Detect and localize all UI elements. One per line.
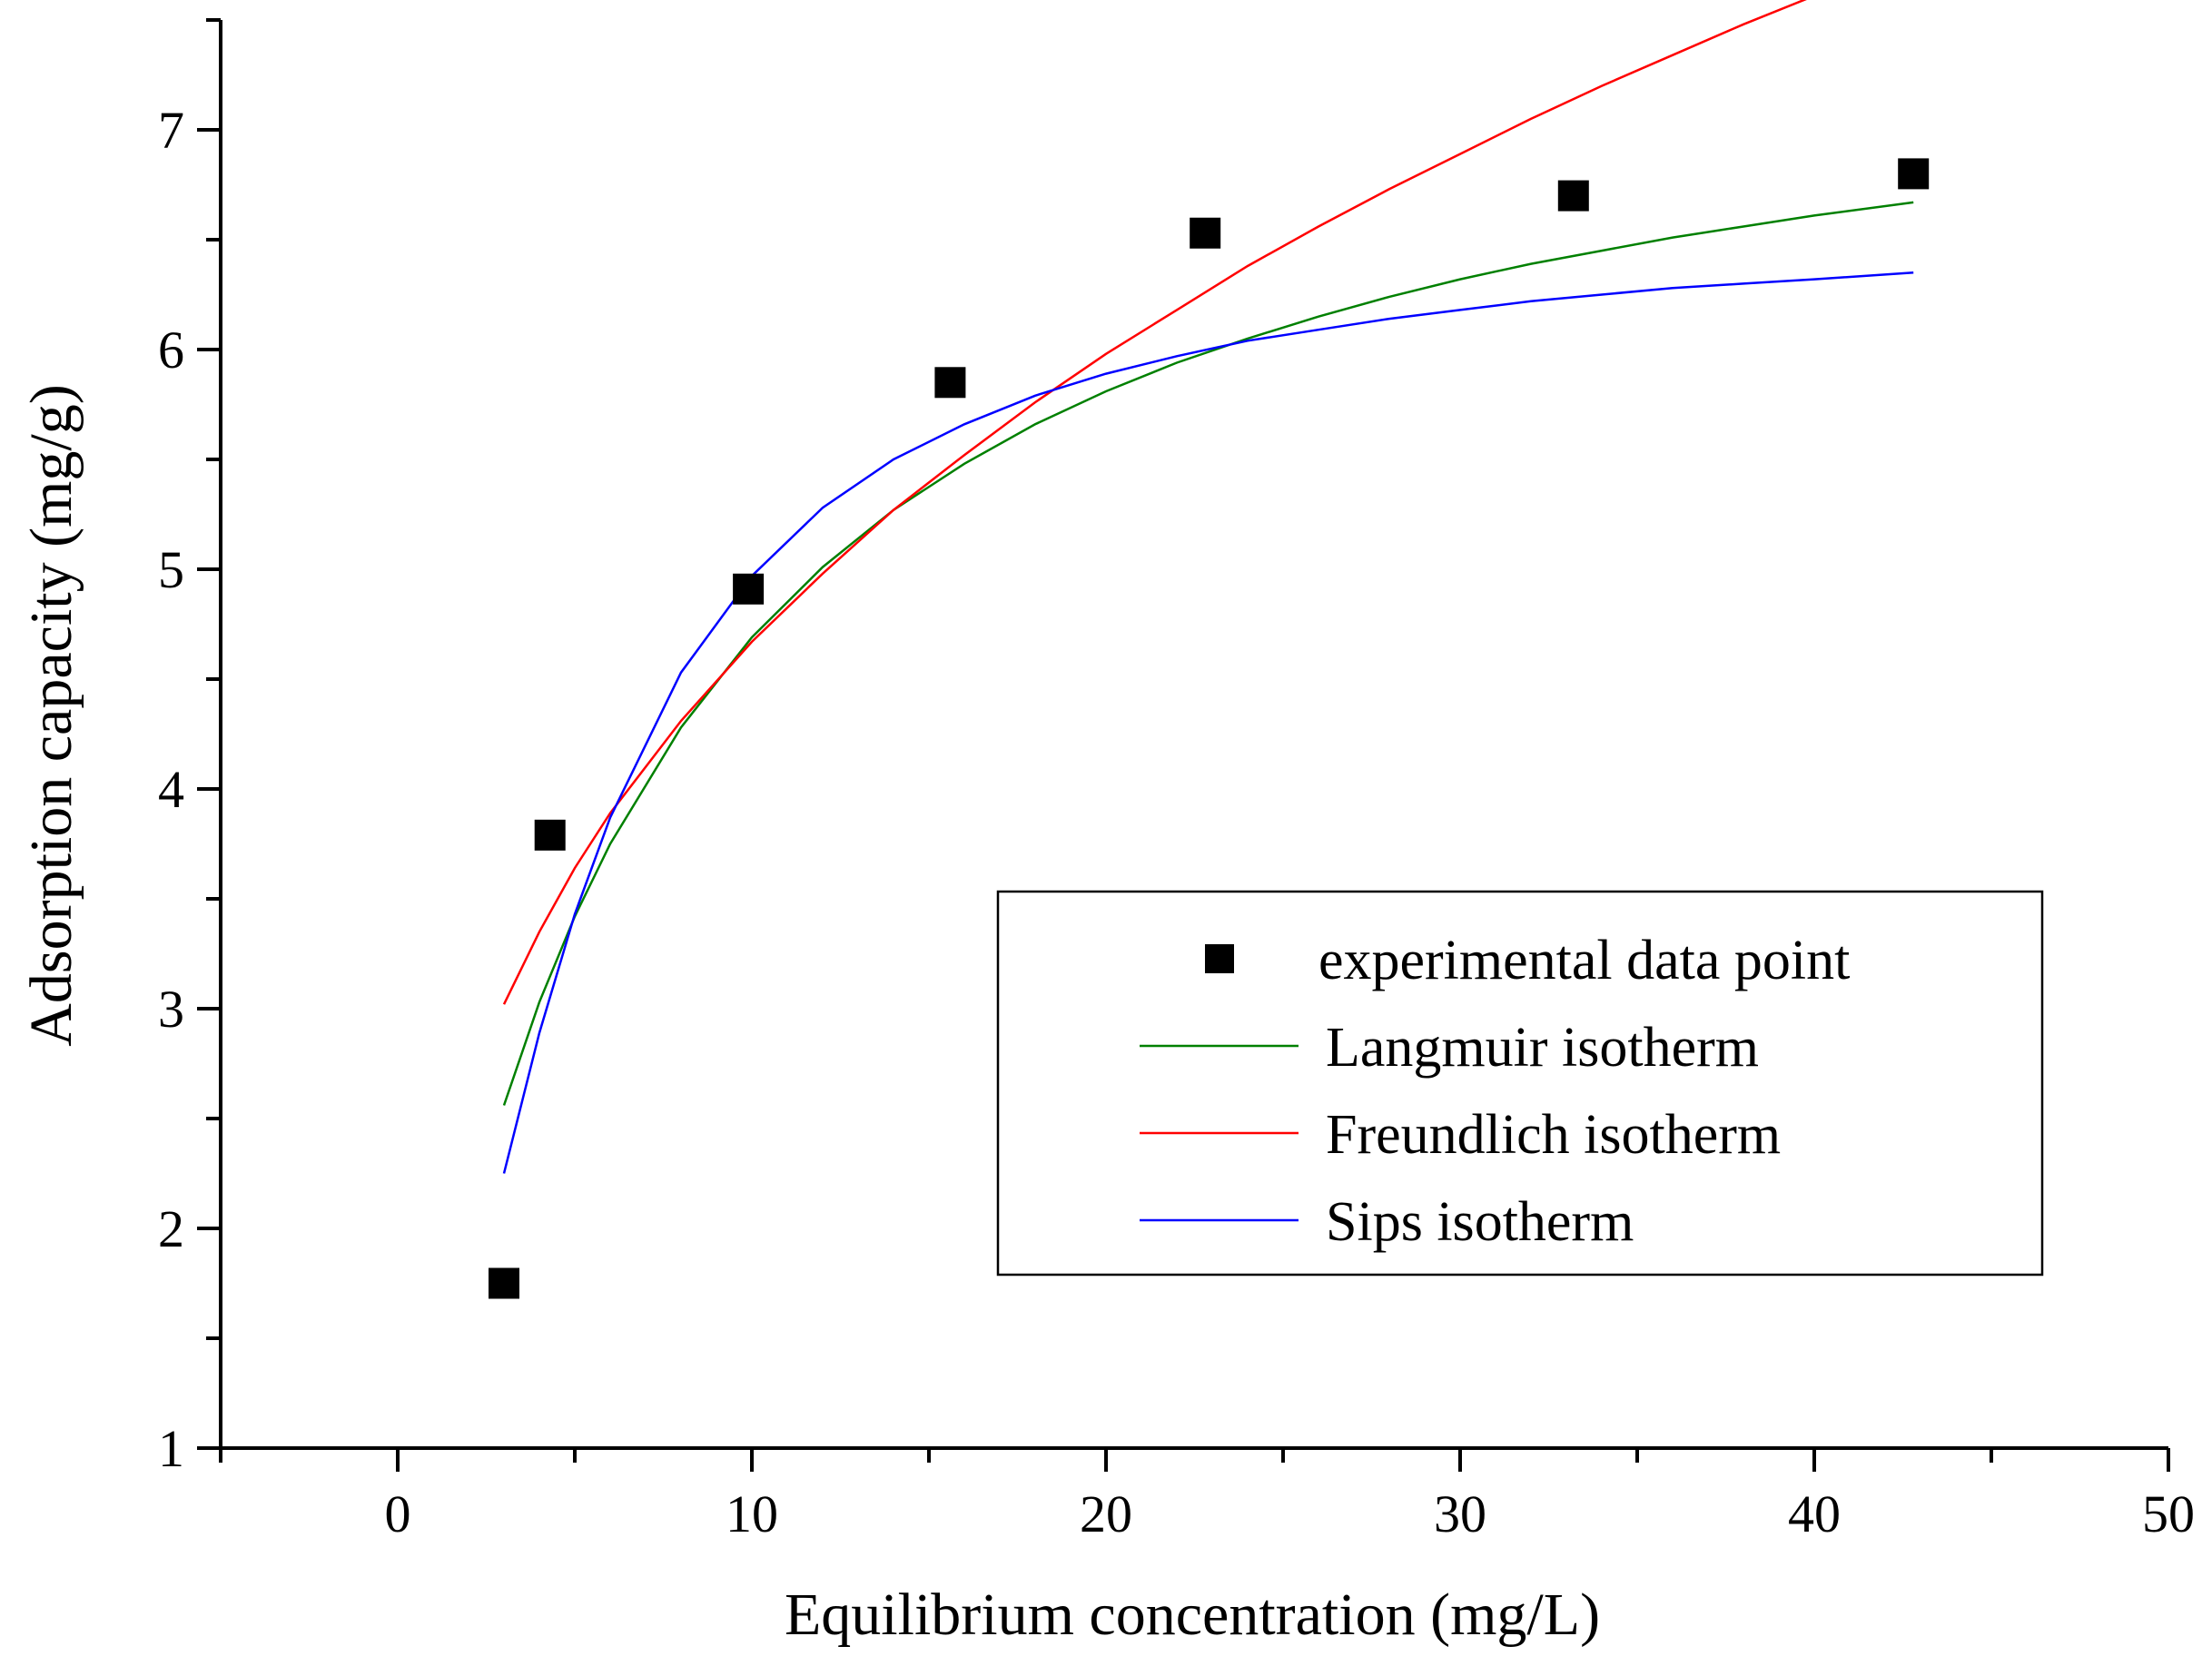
y-tick-label: 4 — [158, 760, 184, 819]
x-axis-title: Equilibrium concentration (mg/L) — [785, 1582, 1600, 1648]
legend-label: Sips isotherm — [1326, 1191, 1634, 1253]
y-axis-title: Adsorption capacity (mg/g) — [18, 384, 84, 1046]
legend-label: Langmuir isotherm — [1326, 1017, 1759, 1079]
y-tick-label: 1 — [158, 1419, 184, 1478]
y-axis: 1 2 3 4 5 6 7 — [158, 18, 222, 1478]
y-tick-label: 5 — [158, 540, 184, 599]
data-point-marker — [489, 1267, 519, 1299]
x-tick-label: 50 — [2142, 1484, 2195, 1543]
x-tick-label: 10 — [726, 1484, 778, 1543]
x-tick-label: 30 — [1434, 1484, 1486, 1543]
data-point-marker — [534, 819, 566, 851]
y-tick-label: 6 — [158, 320, 184, 380]
freundlich-isotherm-curve — [502, 0, 1807, 1005]
legend-box — [996, 890, 2044, 1277]
langmuir-isotherm-curve — [502, 201, 1914, 1106]
legend-marker — [1205, 944, 1234, 973]
plot-area — [489, 0, 1930, 1299]
legend-label: experimental data point — [1318, 930, 1850, 991]
data-point-marker — [1898, 158, 1930, 190]
x-tick-label: 40 — [1788, 1484, 1841, 1543]
y-tick-label: 2 — [158, 1199, 184, 1258]
legend-label: Freundlich isotherm — [1326, 1104, 1781, 1166]
sips-isotherm-curve — [502, 271, 1914, 1174]
x-tick-label: 20 — [1080, 1484, 1132, 1543]
data-point-marker — [733, 573, 765, 605]
y-tick-label: 3 — [158, 980, 184, 1039]
x-axis: 0 10 20 30 40 50 — [219, 1446, 2195, 1543]
data-point-marker — [934, 367, 966, 399]
data-point-marker — [1557, 180, 1589, 212]
x-tick-label: 0 — [385, 1484, 411, 1543]
legend: experimental data point Langmuir isotherm… — [996, 890, 2044, 1277]
y-tick-label: 7 — [158, 101, 184, 160]
data-point-marker — [1190, 217, 1221, 249]
